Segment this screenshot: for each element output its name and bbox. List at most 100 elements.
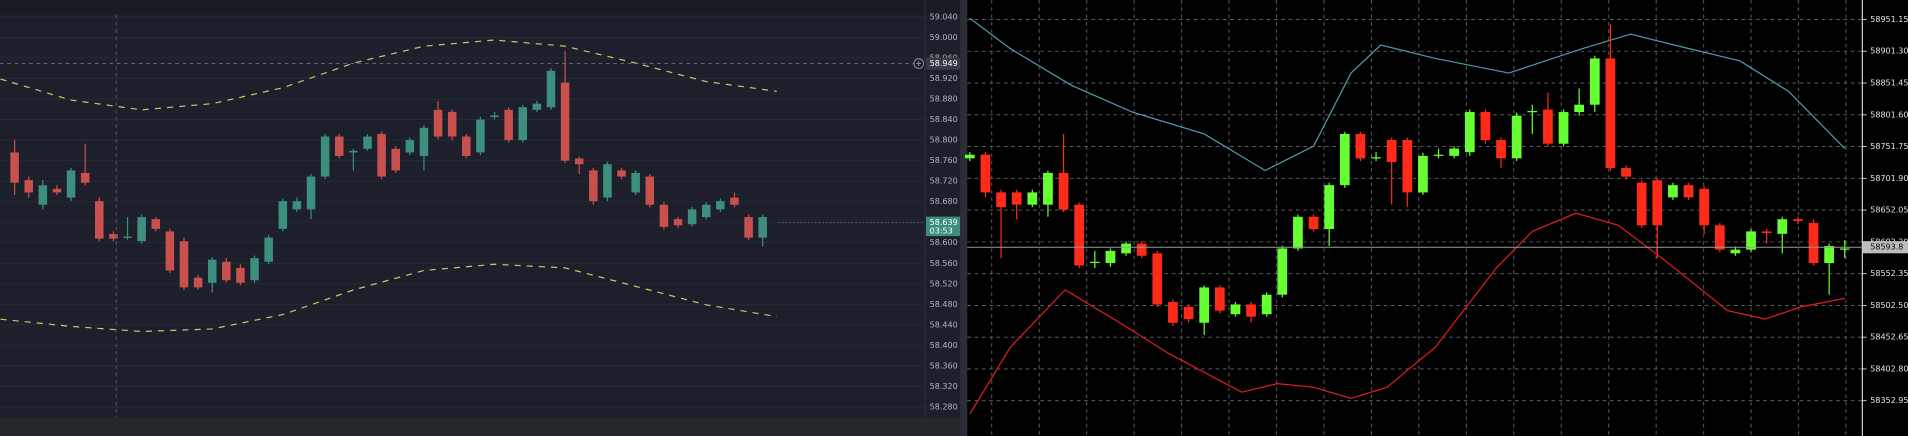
candle-body (476, 119, 485, 153)
y-tick-label: 59.040 (930, 12, 958, 21)
candle-body (419, 127, 429, 157)
y-tick-label: 58.680 (930, 197, 958, 206)
candle-body (1480, 112, 1491, 141)
candle-body (123, 236, 132, 238)
candle-body (1214, 287, 1225, 311)
candle-body (1793, 219, 1803, 221)
y-tick-label: 58.480 (930, 300, 958, 309)
candle-body (631, 172, 640, 193)
candle-body (518, 107, 528, 141)
candle-body (391, 148, 400, 171)
candle-body (1699, 188, 1710, 226)
y-tick-label: 58.720 (930, 177, 958, 186)
candle-body (603, 164, 612, 198)
candle-body (1308, 216, 1319, 229)
candle-body (1605, 58, 1616, 169)
band-line (969, 212, 1845, 415)
candle-body (1339, 133, 1350, 186)
candle-body (462, 136, 471, 157)
y-tick-label: 58951.15 (1870, 15, 1908, 24)
candle-body (292, 201, 302, 210)
candle-body (1324, 185, 1335, 229)
crosshair-price-label: 58.949 (930, 59, 958, 68)
candle-body (1293, 216, 1303, 249)
candle-body (1621, 168, 1631, 177)
candle-body (10, 152, 19, 183)
candle-body (66, 170, 76, 198)
y-tick-label: 58751.75 (1870, 142, 1908, 151)
candle-body (490, 115, 499, 118)
candle-body (363, 136, 372, 149)
candle-body (1105, 250, 1116, 264)
right-vertical-grid (967, 0, 1862, 436)
candle-body (38, 185, 48, 205)
candle-body (447, 111, 457, 137)
band-line (0, 39, 777, 111)
candle-body (264, 237, 273, 262)
y-tick-label: 58.320 (930, 382, 958, 391)
divider (960, 0, 968, 436)
last-price-box (926, 216, 961, 237)
y-tick-label: 58.760 (930, 156, 958, 165)
candle-body (1402, 140, 1413, 193)
candle-body (278, 201, 288, 229)
candle-body (1683, 185, 1694, 198)
y-tick-label: 58.520 (930, 279, 958, 288)
candle-body (744, 217, 753, 238)
candle-body (574, 158, 584, 165)
candle-body (1449, 148, 1460, 156)
y-tick-label: 58.880 (930, 95, 958, 104)
last-price-label: 58593.8 (1870, 243, 1903, 252)
candle-body (1636, 182, 1647, 226)
y-tick-label: 59.000 (930, 33, 958, 42)
candle-body (1746, 231, 1756, 250)
crosshair-plus-icon (916, 61, 922, 67)
candle-body (433, 109, 443, 137)
candle-body (52, 188, 62, 193)
candle-body (687, 209, 697, 225)
candle-body (109, 234, 118, 239)
candle-body (236, 267, 245, 283)
y-tick-label: 58.400 (930, 341, 958, 350)
candle-body (1652, 180, 1663, 226)
band-line (969, 17, 1846, 172)
candle-body (207, 259, 217, 283)
countdown-label: 03:53 (930, 227, 953, 236)
y-tick-label: 58801.60 (1870, 110, 1908, 119)
candle-body (306, 176, 316, 210)
y-tick-label: 58.840 (930, 115, 958, 124)
last-price-label: 58.639 (930, 218, 958, 227)
candle-body (532, 103, 542, 110)
candle-body (617, 170, 626, 177)
candle-body (1183, 306, 1194, 320)
y-tick-label: 58.800 (930, 136, 958, 145)
candle-body (1199, 287, 1210, 323)
candle-body (1511, 115, 1522, 159)
candle-body (405, 140, 415, 153)
candle-body (334, 136, 344, 157)
candle-body (320, 136, 330, 177)
candle-body (560, 82, 570, 161)
last-price-box (1862, 241, 1908, 254)
y-tick-label: 58402.80 (1870, 364, 1908, 373)
candle-body (659, 204, 669, 227)
y-tick-label: 58.920 (930, 74, 958, 83)
candle-body (80, 172, 90, 183)
candle-body (1761, 231, 1772, 234)
candle-body (1074, 204, 1085, 266)
candle-body (1777, 219, 1788, 234)
y-tick-label: 58452.65 (1870, 333, 1908, 342)
candle-body (1230, 304, 1241, 315)
candle-body (730, 197, 739, 205)
candle-body (1730, 249, 1741, 254)
y-tick-label: 58.360 (930, 361, 958, 370)
candle-body (165, 231, 175, 271)
candle-body (504, 109, 513, 141)
candle-body (996, 192, 1006, 208)
y-tick-label: 58.440 (930, 320, 958, 329)
candle-body (1418, 155, 1428, 193)
candle-body (1496, 140, 1506, 159)
crosshair-price-box (926, 57, 961, 70)
candle-body (1168, 302, 1178, 323)
